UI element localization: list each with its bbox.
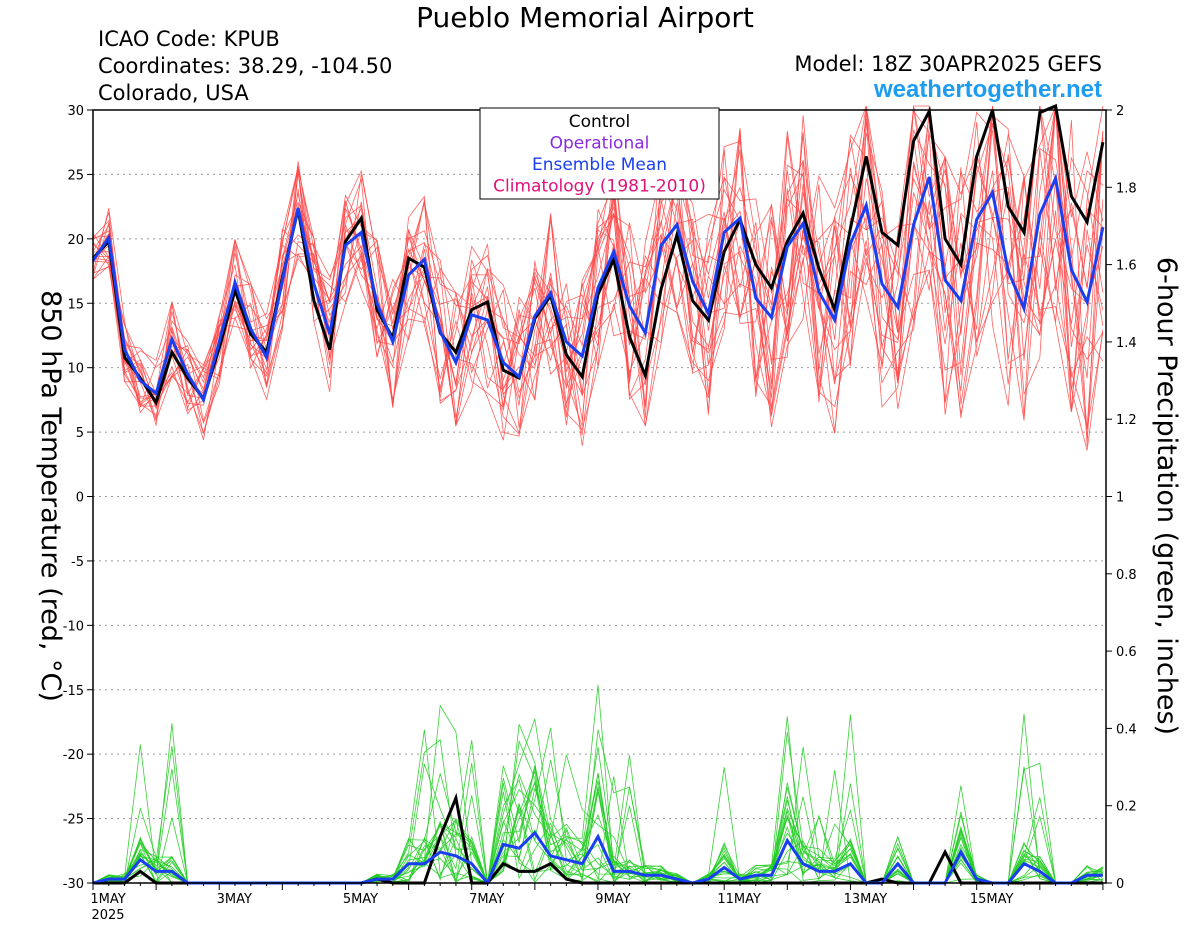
y-tick-label: 25 [67, 168, 84, 183]
y-tick-label: -15 [63, 684, 84, 699]
y-tick-label: -25 [63, 813, 84, 828]
x-tick-label: 7MAY [469, 892, 504, 907]
temp-member-line [92, 105, 1104, 431]
y2-axis-label: 6-hour Precipitation (green, inches) [1151, 257, 1182, 735]
region: Colorado, USA [98, 81, 249, 105]
grid [93, 173, 1106, 820]
y2-tick-label: 1.6 [1116, 259, 1137, 274]
y-tick-label: -10 [63, 619, 84, 634]
y2-tick-label: 0 [1116, 877, 1124, 892]
y-axis-label: 850 hPa Temperature (red, °C) [35, 290, 66, 702]
x-tick-label: 11MAY [717, 892, 761, 907]
coordinates: Coordinates: 38.29, -104.50 [98, 54, 393, 78]
x-year-label: 2025 [91, 908, 124, 923]
y-tick-label: -5 [71, 555, 84, 570]
temp-member-line [92, 153, 1104, 437]
y2-tick-label: 2 [1116, 104, 1124, 119]
y-tick-label: 30 [67, 104, 84, 119]
chart-title: Pueblo Memorial Airport [416, 1, 754, 34]
x-tick-label: 13MAY [844, 892, 888, 907]
legend-entry: Control [569, 112, 630, 132]
legend-entry: Ensemble Mean [532, 155, 667, 175]
legend-entry: Operational [550, 134, 650, 154]
x-tick-label: 1MAY [90, 892, 125, 907]
legend-box [479, 107, 720, 200]
y-tick-label: 0 [76, 491, 84, 506]
y2-tick-label: 1.2 [1116, 413, 1137, 428]
y2-tick-label: 1.8 [1116, 181, 1137, 196]
axes: 302520151050-5-10-15-20-25-3021.81.61.41… [63, 104, 1137, 923]
y-tick-label: 20 [67, 233, 84, 248]
x-tick-label: 9MAY [595, 892, 630, 907]
y-tick-label: -20 [63, 748, 84, 763]
temp-member-line [92, 122, 1104, 441]
y-tick-label: -30 [63, 877, 84, 892]
x-tick-label: 15MAY [970, 892, 1014, 907]
y2-tick-label: 0.8 [1116, 568, 1137, 583]
ensemble-mean-temperature-line [91, 173, 1105, 404]
y2-tick-label: 0.2 [1116, 800, 1137, 815]
legend-entry: Climatology (1981-2010) [493, 177, 706, 197]
x-tick-label: 5MAY [343, 892, 378, 907]
temp-member-line [92, 105, 1104, 424]
precip-member-lines [92, 684, 1104, 885]
y2-tick-label: 0.6 [1116, 645, 1137, 660]
y-tick-label: 10 [67, 362, 84, 377]
temp-member-line [92, 124, 1104, 427]
y-tick-label: 15 [67, 297, 84, 312]
y-tick-label: 5 [76, 426, 84, 441]
icao-code: ICAO Code: KPUB [98, 27, 280, 51]
temp-member-line [92, 105, 1104, 436]
model-run: Model: 18Z 30APR2025 GEFS [794, 52, 1102, 76]
y2-tick-label: 1 [1116, 491, 1124, 506]
site-name: weathertogether.net [873, 76, 1102, 103]
y2-tick-label: 1.4 [1116, 336, 1137, 351]
x-tick-label: 3MAY [217, 892, 252, 907]
y2-tick-label: 0.4 [1116, 722, 1137, 737]
